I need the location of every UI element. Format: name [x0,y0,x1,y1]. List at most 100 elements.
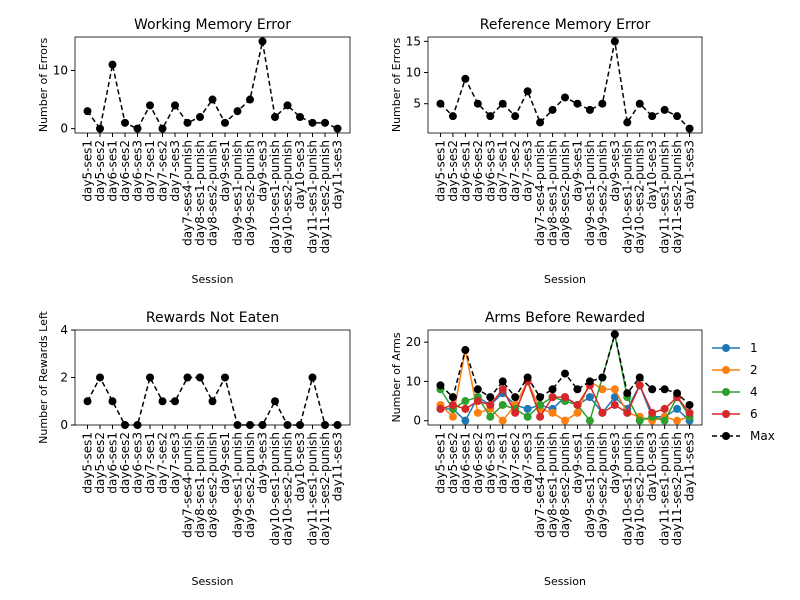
x-tick-label: day9-ses1-punish [231,432,245,538]
x-tick-label: day9-ses3 [256,432,270,494]
data-point [585,105,594,114]
chart-title: Arms Before Rewarded [485,310,645,326]
data-point [108,60,117,69]
data-point [171,101,179,110]
data-point [623,118,632,127]
x-axis-label: Session [544,273,586,286]
data-point [623,389,632,398]
axes-frame [74,329,351,426]
x-tick-label: day5-ses2 [446,432,460,494]
data-point [258,37,267,46]
data-point [673,416,682,425]
data-point [246,95,254,104]
x-tick-label: day7-ses2 [508,432,522,494]
x-tick-label: day6-ses1 [458,140,472,202]
x-tick-label: day11-ses2-punish [670,140,684,254]
data-point [523,412,532,421]
x-tick-label: day5-ses2 [93,140,107,202]
data-point [321,118,329,127]
data-point [461,404,470,413]
y-tick-label: 0 [60,418,68,432]
x-tick-label: day6-ses3 [483,432,497,494]
x-tick-label: day11-ses1-punish [306,140,320,254]
data-point [158,124,167,133]
data-point [271,113,279,121]
data-point [561,369,569,378]
x-tick-label: day10-ses1-punish [620,432,634,546]
x-tick-label: day7-ses4-punish [181,432,195,538]
data-point [523,87,532,96]
data-point [685,124,694,133]
axes-frame [427,329,703,426]
data-point [448,412,457,421]
data-point [486,400,495,409]
x-tick-label: day6-ses1 [106,432,120,494]
x-tick-label: day5-ses2 [93,432,107,494]
data-point [83,107,92,116]
y-tick-label: 0 [60,122,68,136]
x-tick-label: day8-ses1-punish [193,140,207,246]
data-point [573,385,582,394]
x-tick-label: day8-ses2-punish [206,432,220,538]
x-tick-label: day9-ses3 [608,140,622,202]
data-point [585,377,594,386]
data-point [648,112,657,121]
data-point [498,99,507,108]
x-tick-label: day7-ses3 [168,432,182,494]
data-point [461,346,470,355]
data-line [86,41,338,131]
x-tick-label: day9-ses1-punish [583,140,597,246]
chart-title: Rewards Not Eaten [146,310,279,326]
data-point [436,404,445,413]
x-tick-label: day11-ses1-punish [306,432,320,546]
data-point [635,381,644,390]
data-point [673,389,682,398]
x-tick-label: day9-ses1 [218,140,232,202]
data-point [461,416,470,425]
data-point [133,124,142,133]
x-tick-label: day7-ses1 [143,140,157,202]
data-point [436,381,445,390]
x-tick-label: day7-ses2 [156,140,170,202]
data-point [536,400,545,409]
legend-label: 4 [750,385,758,399]
data-point [536,412,545,421]
data-point [473,408,482,417]
x-tick-label: day10-ses2-punish [281,432,295,546]
data-point [486,393,495,402]
x-tick-label: day5-ses1 [81,140,95,202]
data-point [296,113,304,121]
x-tick-label: day6-ses3 [131,140,145,202]
data-point [660,385,669,394]
x-tick-label: day5-ses2 [446,140,460,202]
data-point [660,404,669,413]
y-tick-label: 10 [406,66,421,80]
x-tick-label: day7-ses2 [508,140,522,202]
data-point [498,377,507,386]
axes-frame [427,36,703,134]
data-point [536,393,545,402]
x-tick-label: day11-ses3 [331,432,345,501]
data-point [511,393,520,402]
data-point [448,400,457,409]
x-tick-label: day7-ses2 [156,432,170,494]
x-tick-label: day10-ses2-punish [633,140,647,254]
data-point [573,99,582,108]
data-point [548,408,557,417]
x-tick-label: day7-ses4-punish [181,140,195,246]
x-tick-label: day5-ses1 [433,432,447,494]
x-tick-label: day6-ses2 [471,432,485,494]
data-point [183,118,192,127]
x-tick-label: day9-ses1-punish [583,432,597,538]
x-tick-label: day9-ses3 [256,140,270,202]
data-point [473,99,482,108]
y-axis-label: Number of Arms [390,332,403,422]
y-tick-label: 2 [60,371,68,385]
legend-marker [722,432,730,440]
data-point [610,385,619,394]
data-point [635,416,644,425]
data-point [486,112,495,121]
data-point [498,416,507,425]
data-point [635,99,644,108]
x-tick-label: day10-ses1-punish [268,140,282,254]
